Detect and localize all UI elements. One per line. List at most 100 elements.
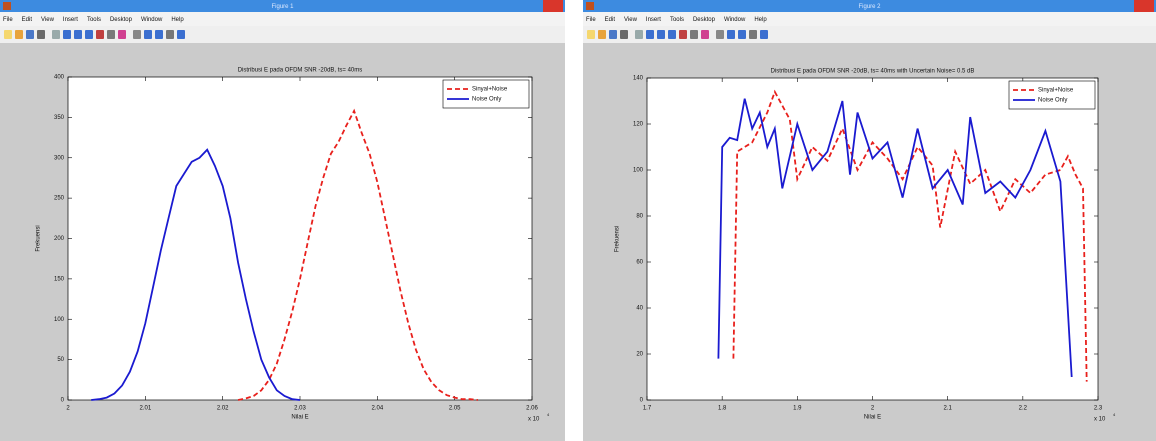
toolbar-button[interactable] <box>701 30 709 39</box>
toolbar-button[interactable] <box>749 30 757 39</box>
close-button[interactable] <box>543 0 563 12</box>
menu-item[interactable]: Tools <box>87 17 101 23</box>
y-tick-label: 0 <box>640 398 644 404</box>
y-tick-label: 140 <box>633 76 644 82</box>
y-tick-label: 100 <box>54 317 65 323</box>
toolbar-button[interactable] <box>679 30 687 39</box>
y-tick-label: 100 <box>633 168 644 174</box>
x-tick-label: 2 <box>66 406 70 412</box>
toolbar-button[interactable] <box>598 30 606 39</box>
y-tick-label: 200 <box>54 236 65 242</box>
toolbar-button[interactable] <box>26 30 34 39</box>
x-tick-label: 2.05 <box>449 406 461 412</box>
x-tick-label: 2 <box>871 406 875 412</box>
y-tick-label: 250 <box>54 196 65 202</box>
series-line <box>732 89 1088 382</box>
plot-area <box>67 76 533 401</box>
legend-box <box>442 79 530 109</box>
menu-item[interactable]: Tools <box>670 17 684 23</box>
x-tick-label: 2.3 <box>1094 406 1103 412</box>
toolbar-button[interactable] <box>177 30 185 39</box>
y-tick-label: 350 <box>54 115 65 121</box>
maximize-button[interactable] <box>528 1 542 11</box>
series-line <box>91 148 301 401</box>
toolbar-button[interactable] <box>646 30 654 39</box>
x-tick-label: 1.7 <box>643 406 652 412</box>
menu-item[interactable]: Insert <box>63 17 78 23</box>
x-tick-label: 1.9 <box>793 406 802 412</box>
menu-item[interactable]: Desktop <box>693 17 716 23</box>
y-axis-label: Frekuensi <box>615 226 621 252</box>
toolbar-button[interactable] <box>738 30 746 39</box>
toolbar-button[interactable] <box>727 30 735 39</box>
window-title: Figure 2 <box>858 4 881 10</box>
menu-item[interactable]: View <box>624 17 638 23</box>
series-line <box>237 108 478 401</box>
menu-item[interactable]: Edit <box>605 17 616 23</box>
toolbar-button[interactable] <box>635 30 643 39</box>
x-axis-label: Nilai E <box>864 415 881 421</box>
toolbar-button[interactable] <box>37 30 45 39</box>
toolbar-button[interactable] <box>657 30 665 39</box>
x-tick-label: 2.02 <box>217 406 229 412</box>
y-axis-label: Frekuensi <box>36 225 42 251</box>
toolbar <box>583 26 1156 43</box>
toolbar-button[interactable] <box>587 30 595 39</box>
toolbar-button[interactable] <box>155 30 163 39</box>
toolbar-button[interactable] <box>74 30 82 39</box>
y-tick-label: 0 <box>61 398 65 404</box>
y-tick-label: 400 <box>54 75 65 81</box>
x-exponent-base: x 10 <box>528 417 540 423</box>
minimize-button[interactable] <box>1104 1 1118 11</box>
toolbar-button[interactable] <box>716 30 724 39</box>
toolbar-button[interactable] <box>15 30 23 39</box>
app-icon <box>3 2 11 10</box>
x-exponent-base: x 10 <box>1094 417 1106 423</box>
menu-item[interactable]: Window <box>724 17 746 23</box>
menu-item[interactable]: Window <box>141 17 163 23</box>
x-tick-label: 2.03 <box>294 406 306 412</box>
toolbar-button[interactable] <box>609 30 617 39</box>
menu-item[interactable]: File <box>586 17 596 23</box>
x-tick-label: 1.8 <box>718 406 727 412</box>
minimize-button[interactable] <box>513 1 527 11</box>
close-button[interactable] <box>1134 0 1154 12</box>
x-tick-label: 2.06 <box>526 406 538 412</box>
toolbar-button[interactable] <box>4 30 12 39</box>
toolbar-button[interactable] <box>620 30 628 39</box>
toolbar-button[interactable] <box>133 30 141 39</box>
maximize-button[interactable] <box>1119 1 1133 11</box>
toolbar-button[interactable] <box>118 30 126 39</box>
y-tick-label: 150 <box>54 276 65 282</box>
app-icon <box>586 2 594 10</box>
menu-item[interactable]: File <box>3 17 13 23</box>
menu-item[interactable]: Insert <box>646 17 661 23</box>
toolbar-button[interactable] <box>166 30 174 39</box>
title-bar <box>583 0 1156 12</box>
y-tick-label: 120 <box>633 122 644 128</box>
menu-item[interactable]: Help <box>171 17 184 23</box>
toolbar-button[interactable] <box>144 30 152 39</box>
toolbar-button[interactable] <box>52 30 60 39</box>
plot-area <box>646 77 1099 401</box>
toolbar <box>0 26 565 43</box>
toolbar-button[interactable] <box>85 30 93 39</box>
chart-title: Distribusi E pada OFDM SNR -20dB, ts= 40… <box>238 68 363 74</box>
title-bar <box>0 0 565 12</box>
menu-item[interactable]: Help <box>754 17 767 23</box>
toolbar-button[interactable] <box>107 30 115 39</box>
legend-label: Sinyal+Noise <box>472 87 508 93</box>
x-exponent-power: 4 <box>1113 412 1116 417</box>
toolbar-button[interactable] <box>63 30 71 39</box>
toolbar-button[interactable] <box>690 30 698 39</box>
window-title: Figure 1 <box>271 4 294 10</box>
toolbar-button[interactable] <box>668 30 676 39</box>
toolbar-button[interactable] <box>760 30 768 39</box>
menu-item[interactable]: View <box>41 17 55 23</box>
figure-window: Figure 2 File Edit View Insert Tools Desktop Wi… <box>583 0 1156 441</box>
menu-item[interactable]: Desktop <box>110 17 133 23</box>
x-tick-label: 2.01 <box>139 406 151 412</box>
toolbar-button[interactable] <box>96 30 104 39</box>
menu-item[interactable]: Edit <box>22 17 33 23</box>
y-tick-label: 80 <box>636 214 643 220</box>
